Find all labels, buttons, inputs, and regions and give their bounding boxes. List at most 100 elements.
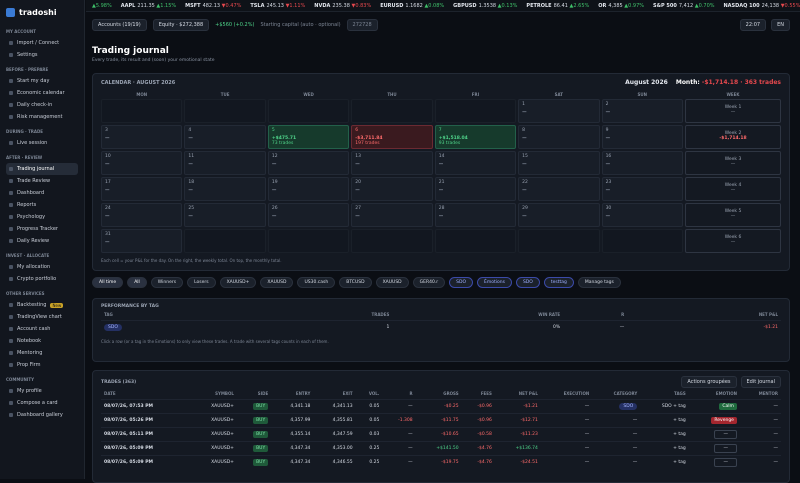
filter-chip[interactable]: Émotions [477,277,512,288]
emotion[interactable]: Calm [719,403,737,410]
emotion[interactable]: Revenge [711,417,737,424]
nav-item[interactable]: Mentoring [6,347,78,359]
day-cell[interactable]: 24— [101,203,182,227]
nav-item[interactable]: My allocation [6,261,78,273]
nav-item[interactable]: Psychology [6,211,78,223]
day-cell[interactable]: 16— [602,151,683,175]
day-cell[interactable]: 19— [268,177,349,201]
emotion[interactable]: — [714,444,737,453]
day-cell[interactable]: 4— [184,125,265,149]
day-cell[interactable]: 13— [351,151,432,175]
filter-chip[interactable]: Manage tags [578,277,621,288]
nav-item[interactable]: Progress Tracker [6,223,78,235]
day: 31 [105,232,178,237]
nav-item[interactable]: Dashboard gallery [6,409,78,421]
day-cell[interactable]: 18— [184,177,265,201]
filter-chip[interactable]: All [127,277,147,288]
day-cell[interactable]: 3— [101,125,182,149]
nav-item[interactable]: Settings [6,49,78,61]
cell: -$4.76 [462,442,495,456]
filter-chip[interactable]: XAUUSD+ [220,277,257,288]
month-nav[interactable]: August 2026 [625,79,668,86]
day: 22 [522,180,595,185]
filter-chip[interactable]: GER40.r [413,277,445,288]
filter-chip[interactable]: US30.cash [297,277,335,288]
day-cell[interactable]: 11— [184,151,265,175]
day-cell[interactable]: 28— [435,203,516,227]
cell: — [382,400,415,414]
nav-item[interactable]: Economic calendar [6,87,78,99]
bulk-actions[interactable]: Actions groupées [681,376,736,388]
day-cell[interactable]: 9— [602,125,683,149]
day-cell[interactable]: 22— [518,177,599,201]
nav-item[interactable]: Risk management [6,111,78,123]
day-cell[interactable]: 2— [602,99,683,123]
nav-item[interactable]: Prop Firm [6,359,78,371]
price: 211.35 [137,3,155,9]
capital-input[interactable]: 272728 [347,19,378,31]
nav-item[interactable]: TradingView chart [6,311,78,323]
nav-item[interactable]: My profile [6,385,78,397]
day-cell[interactable]: 10— [101,151,182,175]
filter-chip[interactable]: XAUUSD [376,277,409,288]
day-cell[interactable]: 23— [602,177,683,201]
filter-chip[interactable]: SDO [516,277,540,288]
day-cell[interactable]: 15— [518,151,599,175]
day-cell[interactable]: 30— [602,203,683,227]
filter-chip[interactable]: XAUUSD [260,277,293,288]
day-cell[interactable]: 1— [518,99,599,123]
blank-cell [101,99,182,123]
nav-item[interactable]: Daily Review [6,235,78,247]
nav-item[interactable]: Crypto portfolio [6,273,78,285]
nav-item[interactable]: Live session [6,137,78,149]
filter-chip[interactable]: testtag [544,277,574,288]
nav-item[interactable]: Trade Review [6,175,78,187]
filter-chip[interactable]: Winners [151,277,183,288]
day-cell[interactable]: 14— [435,151,516,175]
filter-chip[interactable]: All time [92,277,123,288]
day: 24 [105,206,178,211]
nav-item[interactable]: Dashboard [6,187,78,199]
filter-chip[interactable]: Losers [187,277,216,288]
lang[interactable]: EN [771,19,790,31]
cell: 4,357.99 [271,414,313,428]
day-cell[interactable]: 12— [268,151,349,175]
filter-chip[interactable]: BTCUSD [339,277,371,288]
day-cell[interactable]: 17— [101,177,182,201]
day-cell[interactable]: 31— [101,229,182,253]
day-cell[interactable]: 25— [184,203,265,227]
nav-item[interactable]: Start my day [6,75,78,87]
nav-item[interactable]: Import / Connect [6,37,78,49]
day-cell[interactable]: 26— [268,203,349,227]
emotion[interactable]: — [714,458,737,467]
edit-journal[interactable]: Edit journal [741,376,781,388]
nav-item[interactable]: Notebook [6,335,78,347]
week-cell: Week 3— [685,151,781,175]
nav-item[interactable]: Trading journal [6,163,78,175]
accounts[interactable]: Accounts (19/19) [92,19,147,31]
day-cell[interactable]: 20— [351,177,432,201]
nav-item[interactable]: Account cash [6,323,78,335]
filter-chip[interactable]: SDO [449,277,473,288]
day-cell[interactable]: 8— [518,125,599,149]
emotion[interactable]: — [714,430,737,439]
nav-item[interactable]: Daily check-in [6,99,78,111]
section-title: INVEST · ALLOCATE [6,253,78,258]
day-cell[interactable]: 29— [518,203,599,227]
day-cell[interactable]: 21— [435,177,516,201]
nav-item[interactable]: Reports [6,199,78,211]
day-cell[interactable]: 27— [351,203,432,227]
nav-item[interactable]: Compose a card [6,397,78,409]
blank-cell [184,99,265,123]
nav-label: Backtesting [17,302,46,308]
